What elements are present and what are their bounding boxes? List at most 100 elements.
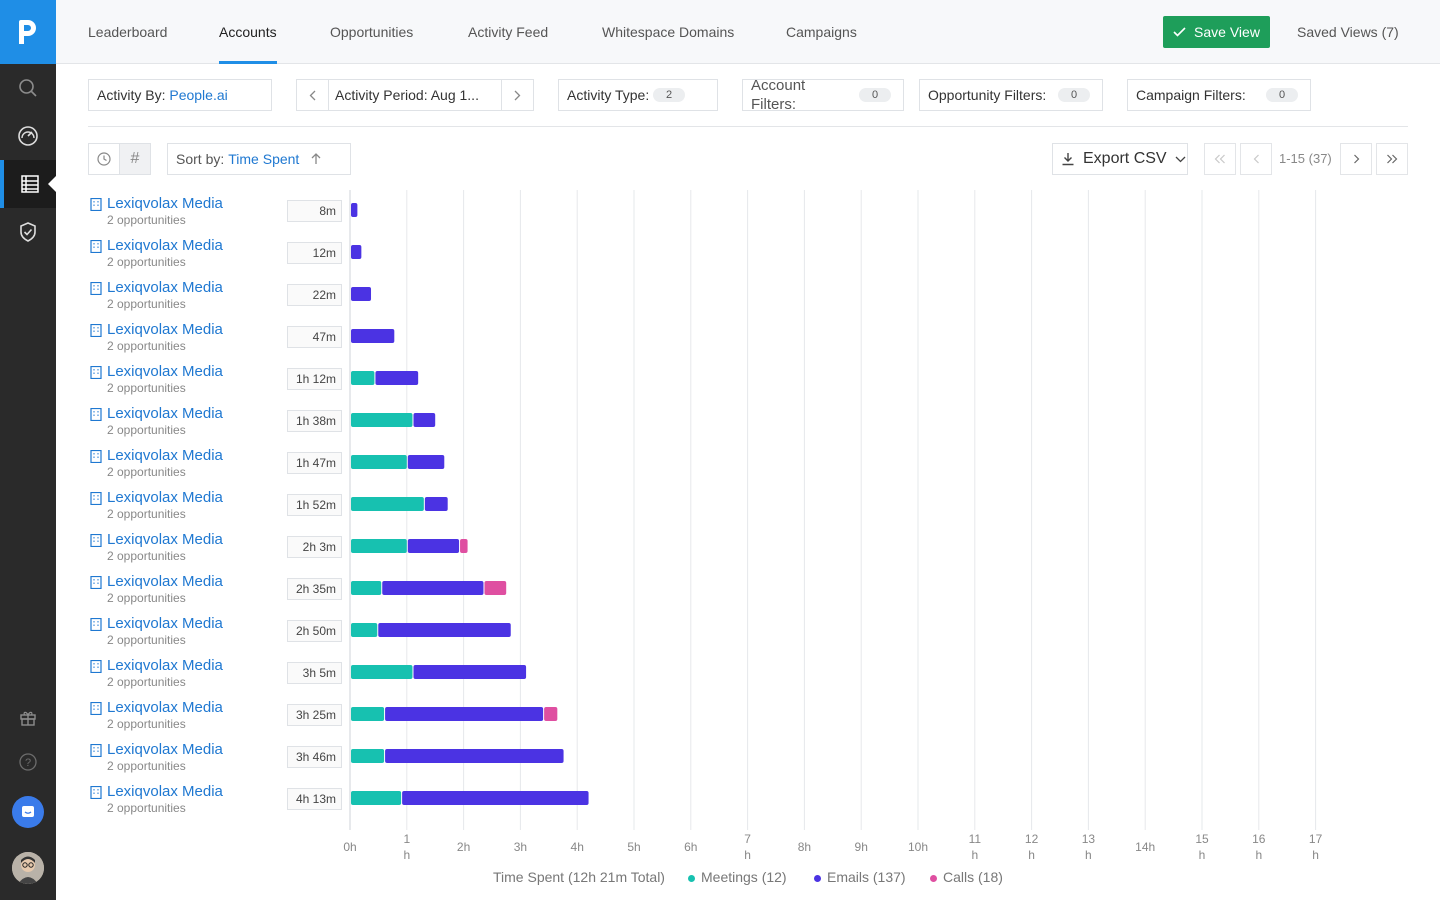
emails-bar[interactable] bbox=[351, 287, 372, 301]
next-page-button[interactable] bbox=[1340, 143, 1372, 175]
chat-icon[interactable] bbox=[12, 796, 44, 828]
account-filters-label: Account Filters: bbox=[751, 77, 806, 113]
filter-divider bbox=[88, 126, 1408, 127]
account-name-link[interactable]: Lexiqvolax Media bbox=[107, 489, 223, 506]
help-icon[interactable]: ? bbox=[0, 738, 56, 786]
chevron-left-icon bbox=[1253, 154, 1259, 164]
calls-bar[interactable] bbox=[544, 707, 558, 721]
meetings-bar[interactable] bbox=[351, 791, 402, 805]
account-name-link[interactable]: Lexiqvolax Media bbox=[107, 237, 223, 254]
account-opportunity-count: 2 opportunities bbox=[107, 591, 186, 605]
meetings-bar[interactable] bbox=[351, 413, 413, 427]
emails-bar[interactable] bbox=[407, 539, 460, 553]
meetings-bar[interactable] bbox=[351, 539, 407, 553]
calls-bar[interactable] bbox=[460, 539, 468, 553]
gift-icon[interactable] bbox=[0, 694, 56, 742]
account-name-link[interactable]: Lexiqvolax Media bbox=[107, 615, 223, 632]
account-opportunity-count: 2 opportunities bbox=[107, 717, 186, 731]
account-opportunity-count: 2 opportunities bbox=[107, 255, 186, 269]
activity-type-filter[interactable]: Activity Type: 2 bbox=[558, 79, 718, 111]
account-name-link[interactable]: Lexiqvolax Media bbox=[107, 195, 223, 212]
meetings-bar[interactable] bbox=[351, 581, 382, 595]
account-name-link[interactable]: Lexiqvolax Media bbox=[107, 531, 223, 548]
meetings-bar[interactable] bbox=[351, 707, 385, 721]
next-period-button[interactable] bbox=[501, 80, 533, 110]
emails-bar[interactable] bbox=[424, 497, 448, 511]
legend-meetings[interactable]: Meetings (12) bbox=[688, 869, 787, 885]
account-name-link[interactable]: Lexiqvolax Media bbox=[107, 699, 223, 716]
opportunity-filters-filter[interactable]: Opportunity Filters: 0 bbox=[919, 79, 1103, 111]
account-name-link[interactable]: Lexiqvolax Media bbox=[107, 321, 223, 338]
meetings-bar[interactable] bbox=[351, 371, 375, 385]
people-ai-logo-icon[interactable] bbox=[0, 0, 56, 64]
emails-bar[interactable] bbox=[378, 623, 511, 637]
emails-dot-icon bbox=[814, 874, 821, 882]
campaign-filters-filter[interactable]: Campaign Filters: 0 bbox=[1127, 79, 1311, 111]
meetings-bar[interactable] bbox=[351, 497, 424, 511]
shield-check-icon[interactable] bbox=[0, 208, 56, 256]
x-tick-label: 11 h bbox=[969, 832, 982, 862]
emails-bar[interactable] bbox=[407, 455, 445, 469]
activity-period-filter[interactable]: Activity Period: Aug 1... bbox=[296, 79, 534, 111]
emails-bar[interactable] bbox=[351, 245, 362, 259]
emails-bar[interactable] bbox=[375, 371, 419, 385]
building-icon bbox=[90, 197, 102, 212]
emails-bar[interactable] bbox=[351, 329, 395, 343]
sort-by-dropdown[interactable]: Sort by: Time Spent bbox=[167, 143, 351, 175]
time-spent-value: 1h 12m bbox=[287, 368, 342, 390]
legend-calls[interactable]: Calls (18) bbox=[930, 869, 1003, 885]
calls-dot-icon bbox=[930, 874, 937, 882]
avatar[interactable] bbox=[12, 852, 44, 884]
account-opportunity-count: 2 opportunities bbox=[107, 213, 186, 227]
emails-bar[interactable] bbox=[402, 791, 589, 805]
building-icon bbox=[90, 659, 102, 674]
account-name-link[interactable]: Lexiqvolax Media bbox=[107, 279, 223, 296]
save-view-button[interactable]: Save View bbox=[1163, 16, 1270, 48]
tab-whitespace-domains[interactable]: Whitespace Domains bbox=[602, 24, 735, 40]
dashboard-icon[interactable] bbox=[0, 112, 56, 160]
prev-page-button[interactable] bbox=[1240, 143, 1272, 175]
legend-emails[interactable]: Emails (137) bbox=[814, 869, 906, 885]
account-name-link[interactable]: Lexiqvolax Media bbox=[107, 363, 223, 380]
emails-bar[interactable] bbox=[382, 581, 484, 595]
activity-type-label: Activity Type: bbox=[567, 87, 650, 103]
x-tick-label: 6h bbox=[684, 840, 697, 854]
prev-period-button[interactable] bbox=[297, 80, 329, 110]
clock-view-button[interactable] bbox=[88, 143, 120, 175]
meetings-bar[interactable] bbox=[351, 749, 385, 763]
export-csv-button[interactable]: Export CSV bbox=[1052, 143, 1188, 175]
meetings-bar[interactable] bbox=[351, 455, 407, 469]
x-tick-label: 2h bbox=[457, 840, 470, 854]
emails-bar[interactable] bbox=[351, 203, 358, 217]
x-tick-label: 15 h bbox=[1195, 832, 1209, 862]
account-name-link[interactable]: Lexiqvolax Media bbox=[107, 741, 223, 758]
search-icon[interactable] bbox=[0, 64, 56, 112]
meetings-bar[interactable] bbox=[351, 623, 378, 637]
accounts-list-icon[interactable] bbox=[0, 160, 56, 208]
emails-bar[interactable] bbox=[385, 707, 544, 721]
account-name-link[interactable]: Lexiqvolax Media bbox=[107, 657, 223, 674]
meetings-bar[interactable] bbox=[351, 665, 413, 679]
building-icon bbox=[90, 407, 102, 422]
tab-accounts[interactable]: Accounts bbox=[219, 0, 277, 64]
emails-bar[interactable] bbox=[413, 665, 527, 679]
meetings-dot-icon bbox=[688, 874, 695, 882]
account-filters-filter[interactable]: Account Filters: 0 bbox=[742, 77, 904, 113]
account-name-link[interactable]: Lexiqvolax Media bbox=[107, 405, 223, 422]
tab-campaigns[interactable]: Campaigns bbox=[786, 24, 857, 40]
emails-bar[interactable] bbox=[413, 413, 436, 427]
count-view-button[interactable]: # bbox=[119, 143, 151, 175]
emails-bar[interactable] bbox=[385, 749, 564, 763]
account-name-link[interactable]: Lexiqvolax Media bbox=[107, 447, 223, 464]
account-name-link[interactable]: Lexiqvolax Media bbox=[107, 573, 223, 590]
tab-leaderboard[interactable]: Leaderboard bbox=[88, 24, 168, 40]
arrow-up-icon[interactable] bbox=[311, 153, 321, 165]
first-page-button[interactable] bbox=[1204, 143, 1236, 175]
last-page-button[interactable] bbox=[1376, 143, 1408, 175]
activity-by-filter[interactable]: Activity By: People.ai bbox=[88, 79, 272, 111]
tab-opportunities[interactable]: Opportunities bbox=[330, 24, 414, 40]
account-name-link[interactable]: Lexiqvolax Media bbox=[107, 783, 223, 800]
tab-activity-feed[interactable]: Activity Feed bbox=[468, 24, 549, 40]
calls-bar[interactable] bbox=[484, 581, 507, 595]
saved-views-link[interactable]: Saved Views (7) bbox=[1297, 24, 1399, 40]
